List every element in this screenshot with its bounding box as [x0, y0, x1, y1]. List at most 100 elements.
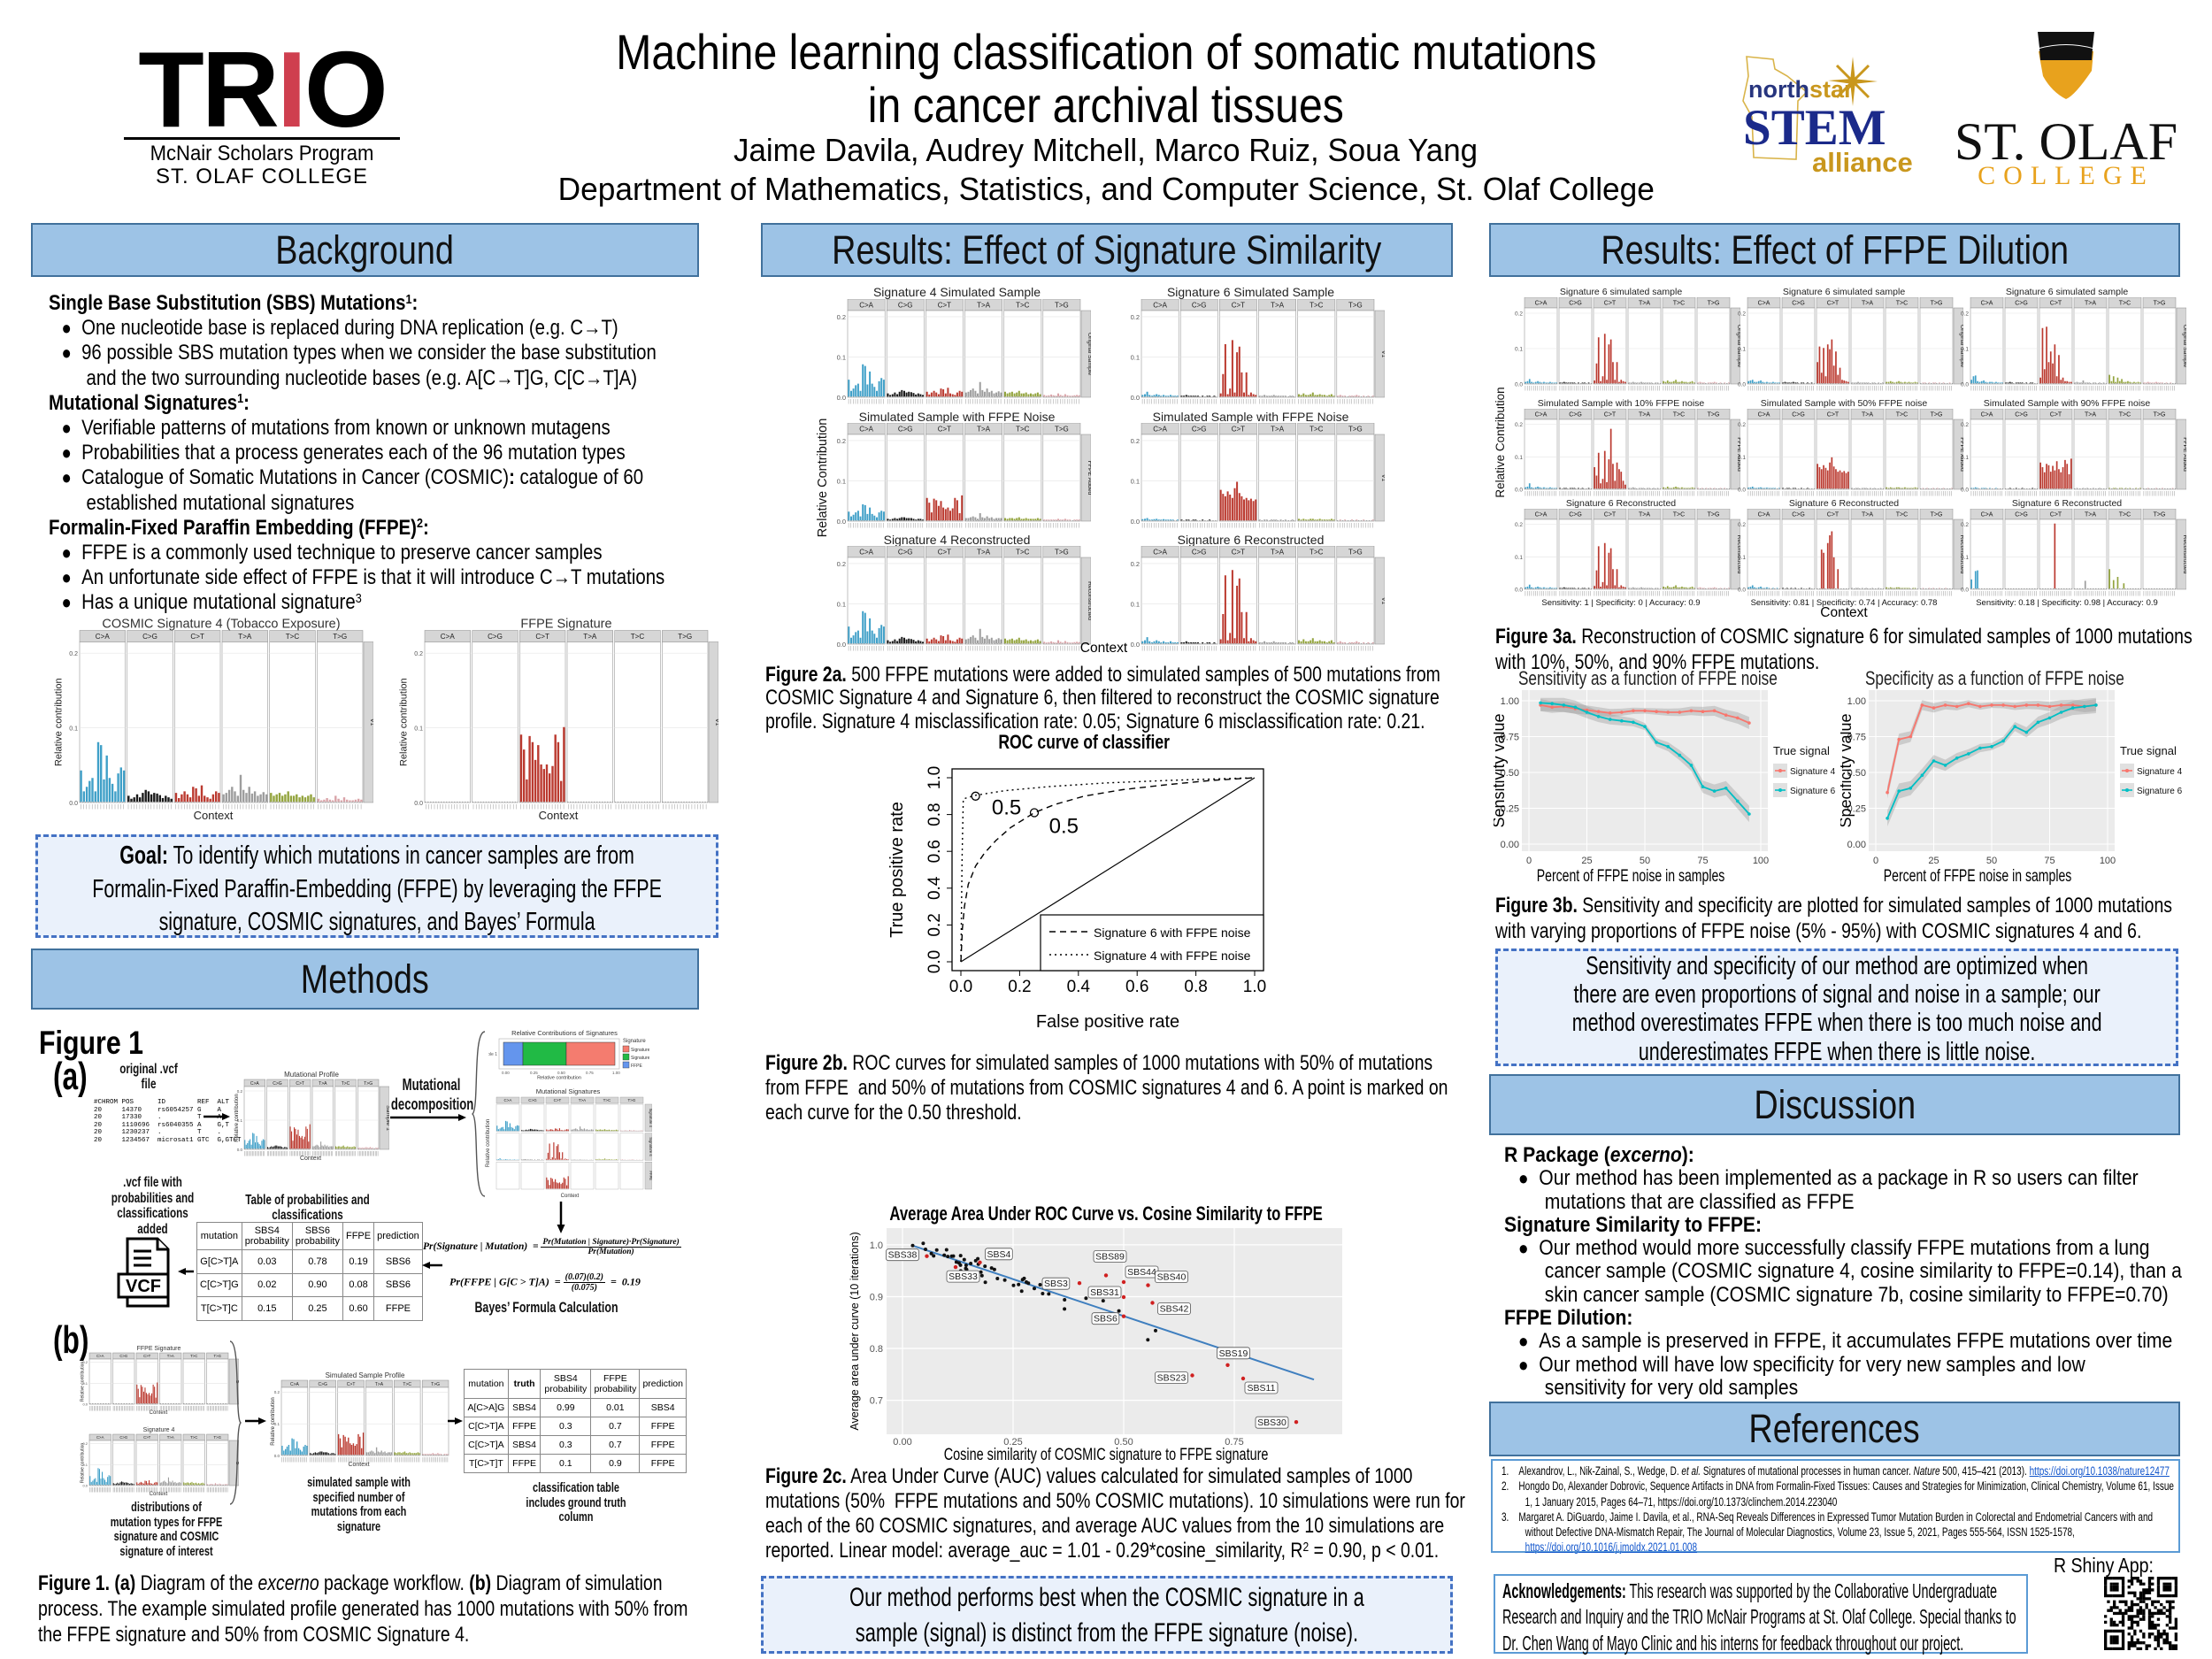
svg-text:C>G: C>G [528, 1098, 537, 1102]
svg-text:T>A: T>A [167, 1435, 174, 1440]
svg-text:Relative contribution: Relative contribution [234, 1094, 240, 1141]
svg-text:C>G: C>G [1192, 425, 1207, 433]
svg-text:C>A: C>A [1535, 301, 1548, 307]
svg-text:Relative contribution: Relative contribution [537, 1076, 581, 1080]
svg-text:0.1: 0.1 [69, 726, 78, 732]
svg-text:0.0: 0.0 [69, 801, 78, 807]
svg-text:C>A: C>A [1981, 301, 1993, 307]
svg-text:C>G: C>G [1192, 301, 1207, 309]
svg-text:C>A: C>A [1981, 512, 1993, 518]
svg-text:Original Sample: Original Sample [1087, 333, 1091, 376]
svg-text:T>C: T>C [190, 1354, 197, 1358]
svg-text:T>G: T>G [1348, 425, 1363, 433]
svg-text:Relative Contributions of Sign: Relative Contributions of Signatures [511, 1029, 618, 1037]
svg-text:0.00: 0.00 [1847, 840, 1866, 850]
svg-text:Relative contribution: Relative contribution [486, 1119, 491, 1167]
svg-text:0.2: 0.2 [1738, 311, 1746, 318]
svg-text:T>A: T>A [375, 1382, 384, 1387]
svg-text:T>C: T>C [190, 1435, 197, 1440]
svg-text:Signature 6: Signature 6 [631, 1056, 649, 1061]
svg-text:0.2: 0.2 [237, 1089, 243, 1094]
svg-text:C>A: C>A [96, 1435, 104, 1440]
svg-text:T>A: T>A [2085, 412, 2096, 419]
svg-text:ST. OLAF: ST. OLAF [1955, 112, 2177, 171]
svg-text:0.0: 0.0 [274, 1454, 280, 1458]
svg-text:0.2: 0.2 [274, 1390, 280, 1394]
svg-text:0.2: 0.2 [926, 913, 944, 936]
svg-text:0.8: 0.8 [926, 803, 944, 826]
svg-text:T>A: T>A [1639, 301, 1650, 307]
svg-text:25: 25 [1581, 856, 1592, 866]
svg-text:T>G: T>G [431, 1382, 440, 1387]
svg-text:0.75: 0.75 [1847, 733, 1866, 743]
svg-text:SBS19: SBS19 [1219, 1348, 1248, 1359]
svg-text:50: 50 [1640, 856, 1650, 866]
svg-text:0: 0 [1873, 856, 1878, 866]
svg-text:C>G: C>G [1792, 301, 1805, 307]
svg-text:C>G: C>G [898, 548, 913, 556]
svg-text:0.1: 0.1 [837, 353, 846, 361]
svg-text:Original Sample: Original Sample [2182, 325, 2186, 368]
svg-text:T>G: T>G [2154, 412, 2166, 419]
svg-text:True signal: True signal [1773, 744, 1830, 757]
svg-text:0.1: 0.1 [837, 477, 846, 485]
svg-text:FFPE Signature: FFPE Signature [137, 1346, 181, 1352]
svg-text:0.2: 0.2 [1738, 522, 1746, 528]
svg-text:C>A: C>A [859, 301, 873, 309]
svg-text:0.25: 0.25 [1003, 1437, 1022, 1448]
svg-text:FFPE Added: FFPE Added [1087, 461, 1091, 495]
svg-text:FFPE Signature: FFPE Signature [520, 618, 611, 632]
svg-text:T>G: T>G [2154, 301, 2166, 307]
svg-text:T>G: T>G [1348, 548, 1363, 556]
svg-text:C>T: C>T [347, 1382, 356, 1387]
svg-text:SBS30: SBS30 [1257, 1417, 1286, 1428]
svg-text:0.1: 0.1 [1131, 477, 1140, 485]
svg-text:0.00: 0.00 [893, 1437, 911, 1448]
svg-text:Relative Contribution: Relative Contribution [1494, 387, 1507, 497]
svg-text:0.1: 0.1 [414, 726, 423, 732]
svg-text:0.6: 0.6 [1125, 978, 1148, 996]
svg-text:0.0: 0.0 [1961, 588, 1969, 594]
svg-text:T>C: T>C [631, 633, 645, 641]
svg-text:C>A: C>A [1153, 425, 1167, 433]
svg-text:T>G: T>G [1055, 301, 1069, 309]
svg-text:T>C: T>C [1016, 301, 1030, 309]
svg-text:T>G: T>G [1708, 301, 1720, 307]
svg-text:0.0: 0.0 [1961, 488, 1969, 494]
svg-text:T>A: T>A [167, 1354, 174, 1358]
svg-text:C>A: C>A [1535, 512, 1548, 518]
svg-text:0.5: 0.5 [1049, 814, 1079, 838]
svg-text:0.1: 0.1 [837, 600, 846, 608]
svg-text:C>T: C>T [2050, 412, 2062, 419]
svg-text:T>G: T>G [1708, 512, 1720, 518]
svg-text:0.0: 0.0 [414, 801, 423, 807]
svg-text:Signature 4: Signature 4 [649, 1109, 652, 1128]
svg-text:C>G: C>G [142, 633, 157, 641]
svg-text:T>A: T>A [1862, 512, 1873, 518]
svg-text:T>C: T>C [2119, 412, 2131, 419]
svg-text:0.5: 0.5 [992, 796, 1021, 820]
svg-text:C>G: C>G [898, 425, 913, 433]
svg-text:COLLEGE: COLLEGE [1978, 161, 2154, 188]
svg-text:Mutational Profile: Mutational Profile [284, 1071, 339, 1079]
svg-text:0.2: 0.2 [414, 651, 423, 657]
svg-text:T>A: T>A [238, 633, 252, 641]
svg-text:False positive rate: False positive rate [1036, 1012, 1179, 1032]
svg-text:Signature 4: Signature 4 [2137, 767, 2183, 777]
svg-text:0.2: 0.2 [1131, 437, 1140, 445]
svg-text:T>A: T>A [1271, 425, 1285, 433]
svg-text:T>C: T>C [1016, 425, 1030, 433]
svg-text:0.0: 0.0 [1131, 641, 1140, 649]
svg-text:T>G: T>G [1055, 425, 1069, 433]
svg-text:T>A: T>A [1639, 412, 1650, 419]
svg-text:C>A: C>A [290, 1382, 300, 1387]
svg-text:T>C: T>C [1673, 301, 1685, 307]
svg-text:0.50: 0.50 [1501, 768, 1519, 779]
svg-text:C>G: C>G [318, 1382, 327, 1387]
svg-text:C>T: C>T [296, 1081, 304, 1087]
svg-text:C>A: C>A [1758, 301, 1770, 307]
svg-text:0.2: 0.2 [1131, 560, 1140, 568]
svg-text:75: 75 [2044, 856, 2055, 866]
svg-text:0.2: 0.2 [69, 651, 78, 657]
svg-text:C>G: C>G [1569, 512, 1582, 518]
